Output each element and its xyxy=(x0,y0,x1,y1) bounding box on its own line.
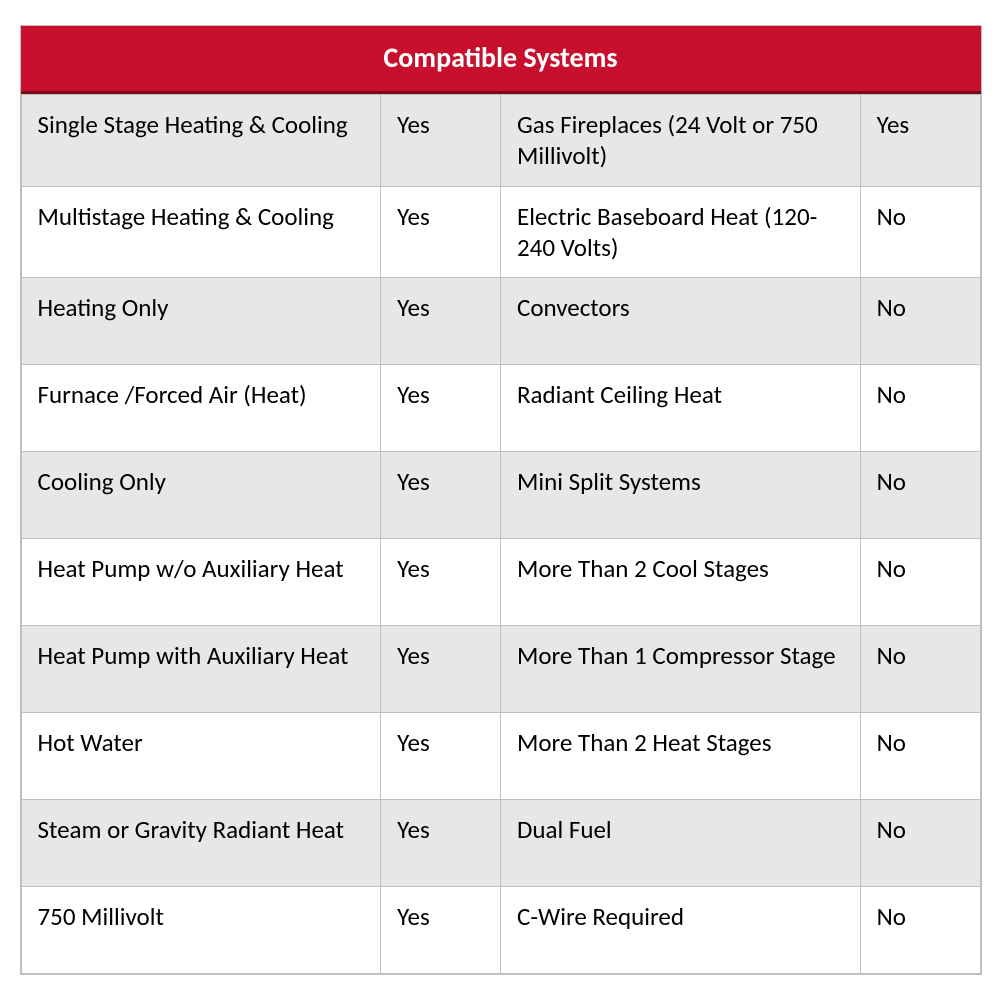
compatible-systems-table: Compatible Systems Single Stage Heating … xyxy=(20,25,982,975)
left-system-value: Yes xyxy=(381,713,501,800)
left-system-value: Yes xyxy=(381,800,501,887)
table-row: Cooling OnlyYesMini Split SystemsNo xyxy=(21,452,980,539)
right-system-value: No xyxy=(860,800,980,887)
left-system-label: Heat Pump with Auxiliary Heat xyxy=(21,626,381,713)
left-system-value: Yes xyxy=(381,626,501,713)
left-system-value: Yes xyxy=(381,452,501,539)
right-system-label: More Than 1 Compressor Stage xyxy=(500,626,860,713)
right-system-label: More Than 2 Heat Stages xyxy=(500,713,860,800)
table-row: 750 MillivoltYesC-Wire RequiredNo xyxy=(21,887,980,974)
left-system-value: Yes xyxy=(381,95,501,187)
left-system-label: 750 Millivolt xyxy=(21,887,381,974)
left-system-label: Hot Water xyxy=(21,713,381,800)
right-system-value: No xyxy=(860,186,980,278)
right-system-label: C-Wire Required xyxy=(500,887,860,974)
left-system-value: Yes xyxy=(381,887,501,974)
left-system-label: Steam or Gravity Radiant Heat xyxy=(21,800,381,887)
right-system-label: Radiant Ceiling Heat xyxy=(500,365,860,452)
left-system-value: Yes xyxy=(381,186,501,278)
left-system-value: Yes xyxy=(381,365,501,452)
left-system-label: Heat Pump w/o Auxiliary Heat xyxy=(21,539,381,626)
right-system-value: No xyxy=(860,887,980,974)
right-system-label: Mini Split Systems xyxy=(500,452,860,539)
right-system-value: No xyxy=(860,713,980,800)
left-system-label: Heating Only xyxy=(21,278,381,365)
table-row: Heat Pump with Auxiliary HeatYesMore Tha… xyxy=(21,626,980,713)
right-system-value: No xyxy=(860,539,980,626)
left-system-label: Single Stage Heating & Cooling xyxy=(21,95,381,187)
table-row: Single Stage Heating & CoolingYesGas Fir… xyxy=(21,95,980,187)
right-system-label: Gas Fireplaces (24 Volt or 750 Millivolt… xyxy=(500,95,860,187)
table-title: Compatible Systems xyxy=(21,26,981,94)
left-system-label: Multistage Heating & Cooling xyxy=(21,186,381,278)
table-row: Furnace /Forced Air (Heat)YesRadiant Cei… xyxy=(21,365,980,452)
table-row: Heat Pump w/o Auxiliary HeatYesMore Than… xyxy=(21,539,980,626)
left-system-label: Cooling Only xyxy=(21,452,381,539)
right-system-value: No xyxy=(860,626,980,713)
left-system-value: Yes xyxy=(381,539,501,626)
right-system-label: Convectors xyxy=(500,278,860,365)
table-row: Steam or Gravity Radiant HeatYesDual Fue… xyxy=(21,800,980,887)
table-body: Single Stage Heating & CoolingYesGas Fir… xyxy=(21,94,981,974)
table-row: Heating OnlyYesConvectorsNo xyxy=(21,278,980,365)
left-system-label: Furnace /Forced Air (Heat) xyxy=(21,365,381,452)
table-row: Hot WaterYesMore Than 2 Heat StagesNo xyxy=(21,713,980,800)
right-system-label: Dual Fuel xyxy=(500,800,860,887)
right-system-label: More Than 2 Cool Stages xyxy=(500,539,860,626)
right-system-value: No xyxy=(860,278,980,365)
right-system-value: Yes xyxy=(860,95,980,187)
table-row: Multistage Heating & CoolingYesElectric … xyxy=(21,186,980,278)
right-system-value: No xyxy=(860,452,980,539)
right-system-label: Electric Baseboard Heat (120-240 Volts) xyxy=(500,186,860,278)
left-system-value: Yes xyxy=(381,278,501,365)
right-system-value: No xyxy=(860,365,980,452)
